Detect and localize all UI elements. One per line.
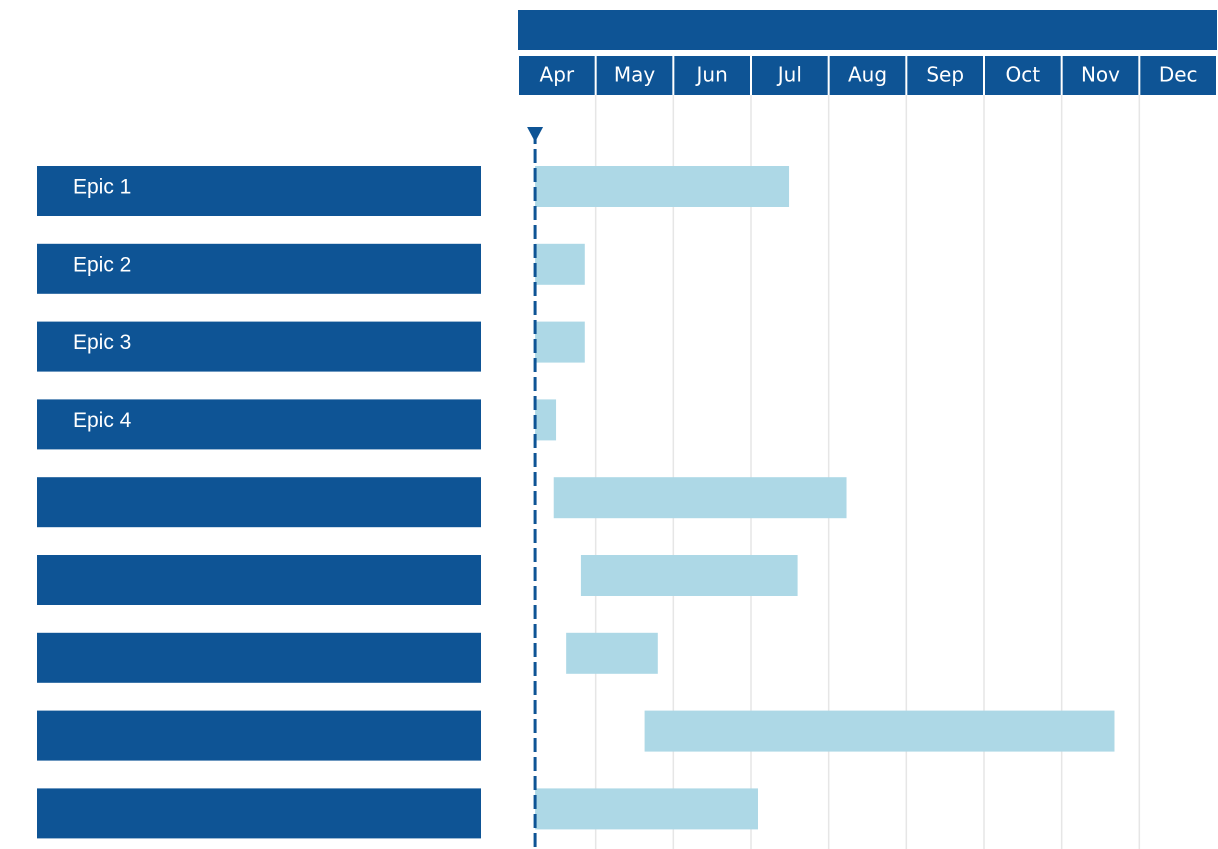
month-label: Jul	[776, 63, 802, 87]
month-header-cell	[596, 56, 673, 95]
task-label-box	[37, 632, 481, 683]
task-bar	[580, 555, 798, 596]
month-label: Aug	[848, 63, 887, 87]
month-header-cell	[519, 56, 595, 95]
month-header-cell	[674, 56, 750, 95]
task-label-box	[37, 788, 481, 839]
month-label: Dec	[1159, 63, 1198, 87]
task-bar	[535, 321, 585, 363]
month-label: Nov	[1081, 63, 1120, 87]
task-label: Epic 3	[73, 331, 131, 354]
month-header-cell	[1140, 56, 1216, 95]
month-header-cell	[985, 56, 1061, 95]
task-bar	[535, 243, 585, 285]
task-label-box	[37, 710, 481, 761]
month-label: May	[614, 63, 656, 87]
task-bar	[535, 166, 790, 207]
task-bar	[535, 399, 557, 441]
task-label: Epic 1	[73, 176, 131, 199]
task-bar	[535, 788, 758, 830]
task-label: Epic 4	[73, 409, 132, 432]
month-header-cell	[1062, 56, 1139, 95]
month-header-cell	[829, 56, 906, 95]
month-label: Jun	[695, 63, 728, 87]
task-label: Epic 2	[73, 253, 131, 276]
task-label-box	[37, 399, 481, 450]
month-label: Apr	[540, 63, 575, 87]
task-bar	[553, 477, 847, 519]
month-header-cell	[752, 56, 828, 95]
task-label-box	[37, 477, 481, 528]
task-label-box	[37, 166, 481, 216]
task-bar	[566, 632, 658, 674]
task-label-box	[37, 243, 481, 294]
task-label-box	[37, 555, 481, 605]
header-bar	[518, 10, 1217, 50]
month-label: Oct	[1006, 63, 1041, 87]
task-bar	[644, 710, 1115, 752]
today-marker	[527, 127, 544, 142]
month-header-cell	[907, 56, 983, 95]
month-label: Sep	[926, 63, 964, 87]
task-label-box	[37, 321, 481, 372]
